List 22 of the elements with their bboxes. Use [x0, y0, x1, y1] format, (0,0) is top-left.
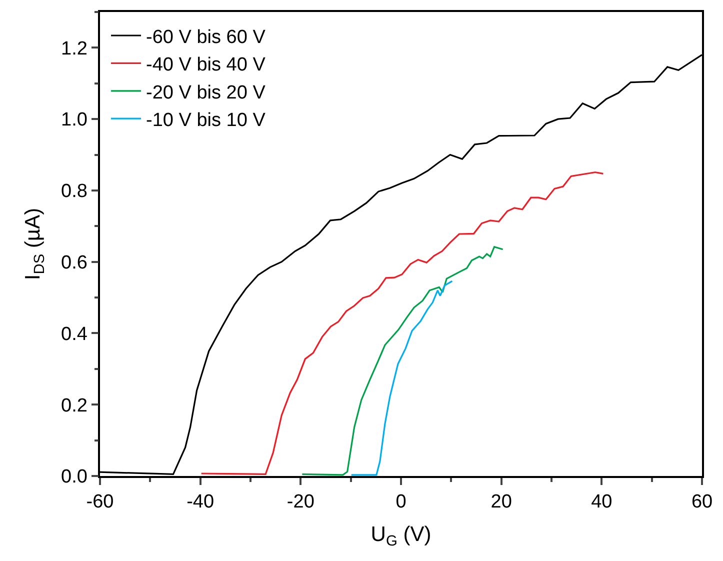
y-tick-label: 0.6	[61, 252, 88, 274]
legend-label: -40 V bis 40 V	[146, 54, 266, 76]
y-tick-label: 0.0	[61, 466, 88, 488]
legend-label: -10 V bis 10 V	[146, 110, 266, 131]
legend-label: -20 V bis 20 V	[146, 82, 266, 104]
y-tick-label: 1.0	[61, 110, 88, 131]
y-tick-label: 0.2	[61, 395, 88, 416]
y-tick-label: 1.2	[61, 38, 88, 60]
x-axis-title: U$_{G}$ (V)	[370, 523, 432, 550]
line-series	[301, 246, 504, 476]
x-tick-label: -20	[286, 492, 314, 513]
line-series	[200, 171, 604, 476]
x-tick-label: -60	[86, 492, 114, 513]
y-tick-label: 0.8	[61, 181, 88, 202]
x-tick-label: 0	[396, 492, 406, 513]
x-tick-label: 40	[591, 492, 612, 513]
x-tick-label: -40	[186, 492, 214, 513]
legend-label: -60 V bis 60 V	[146, 26, 266, 48]
x-tick-label: 20	[490, 492, 512, 513]
x-tick-label: 60	[691, 492, 713, 513]
y-tick-label: 0.4	[61, 324, 88, 345]
line-series	[350, 280, 453, 476]
